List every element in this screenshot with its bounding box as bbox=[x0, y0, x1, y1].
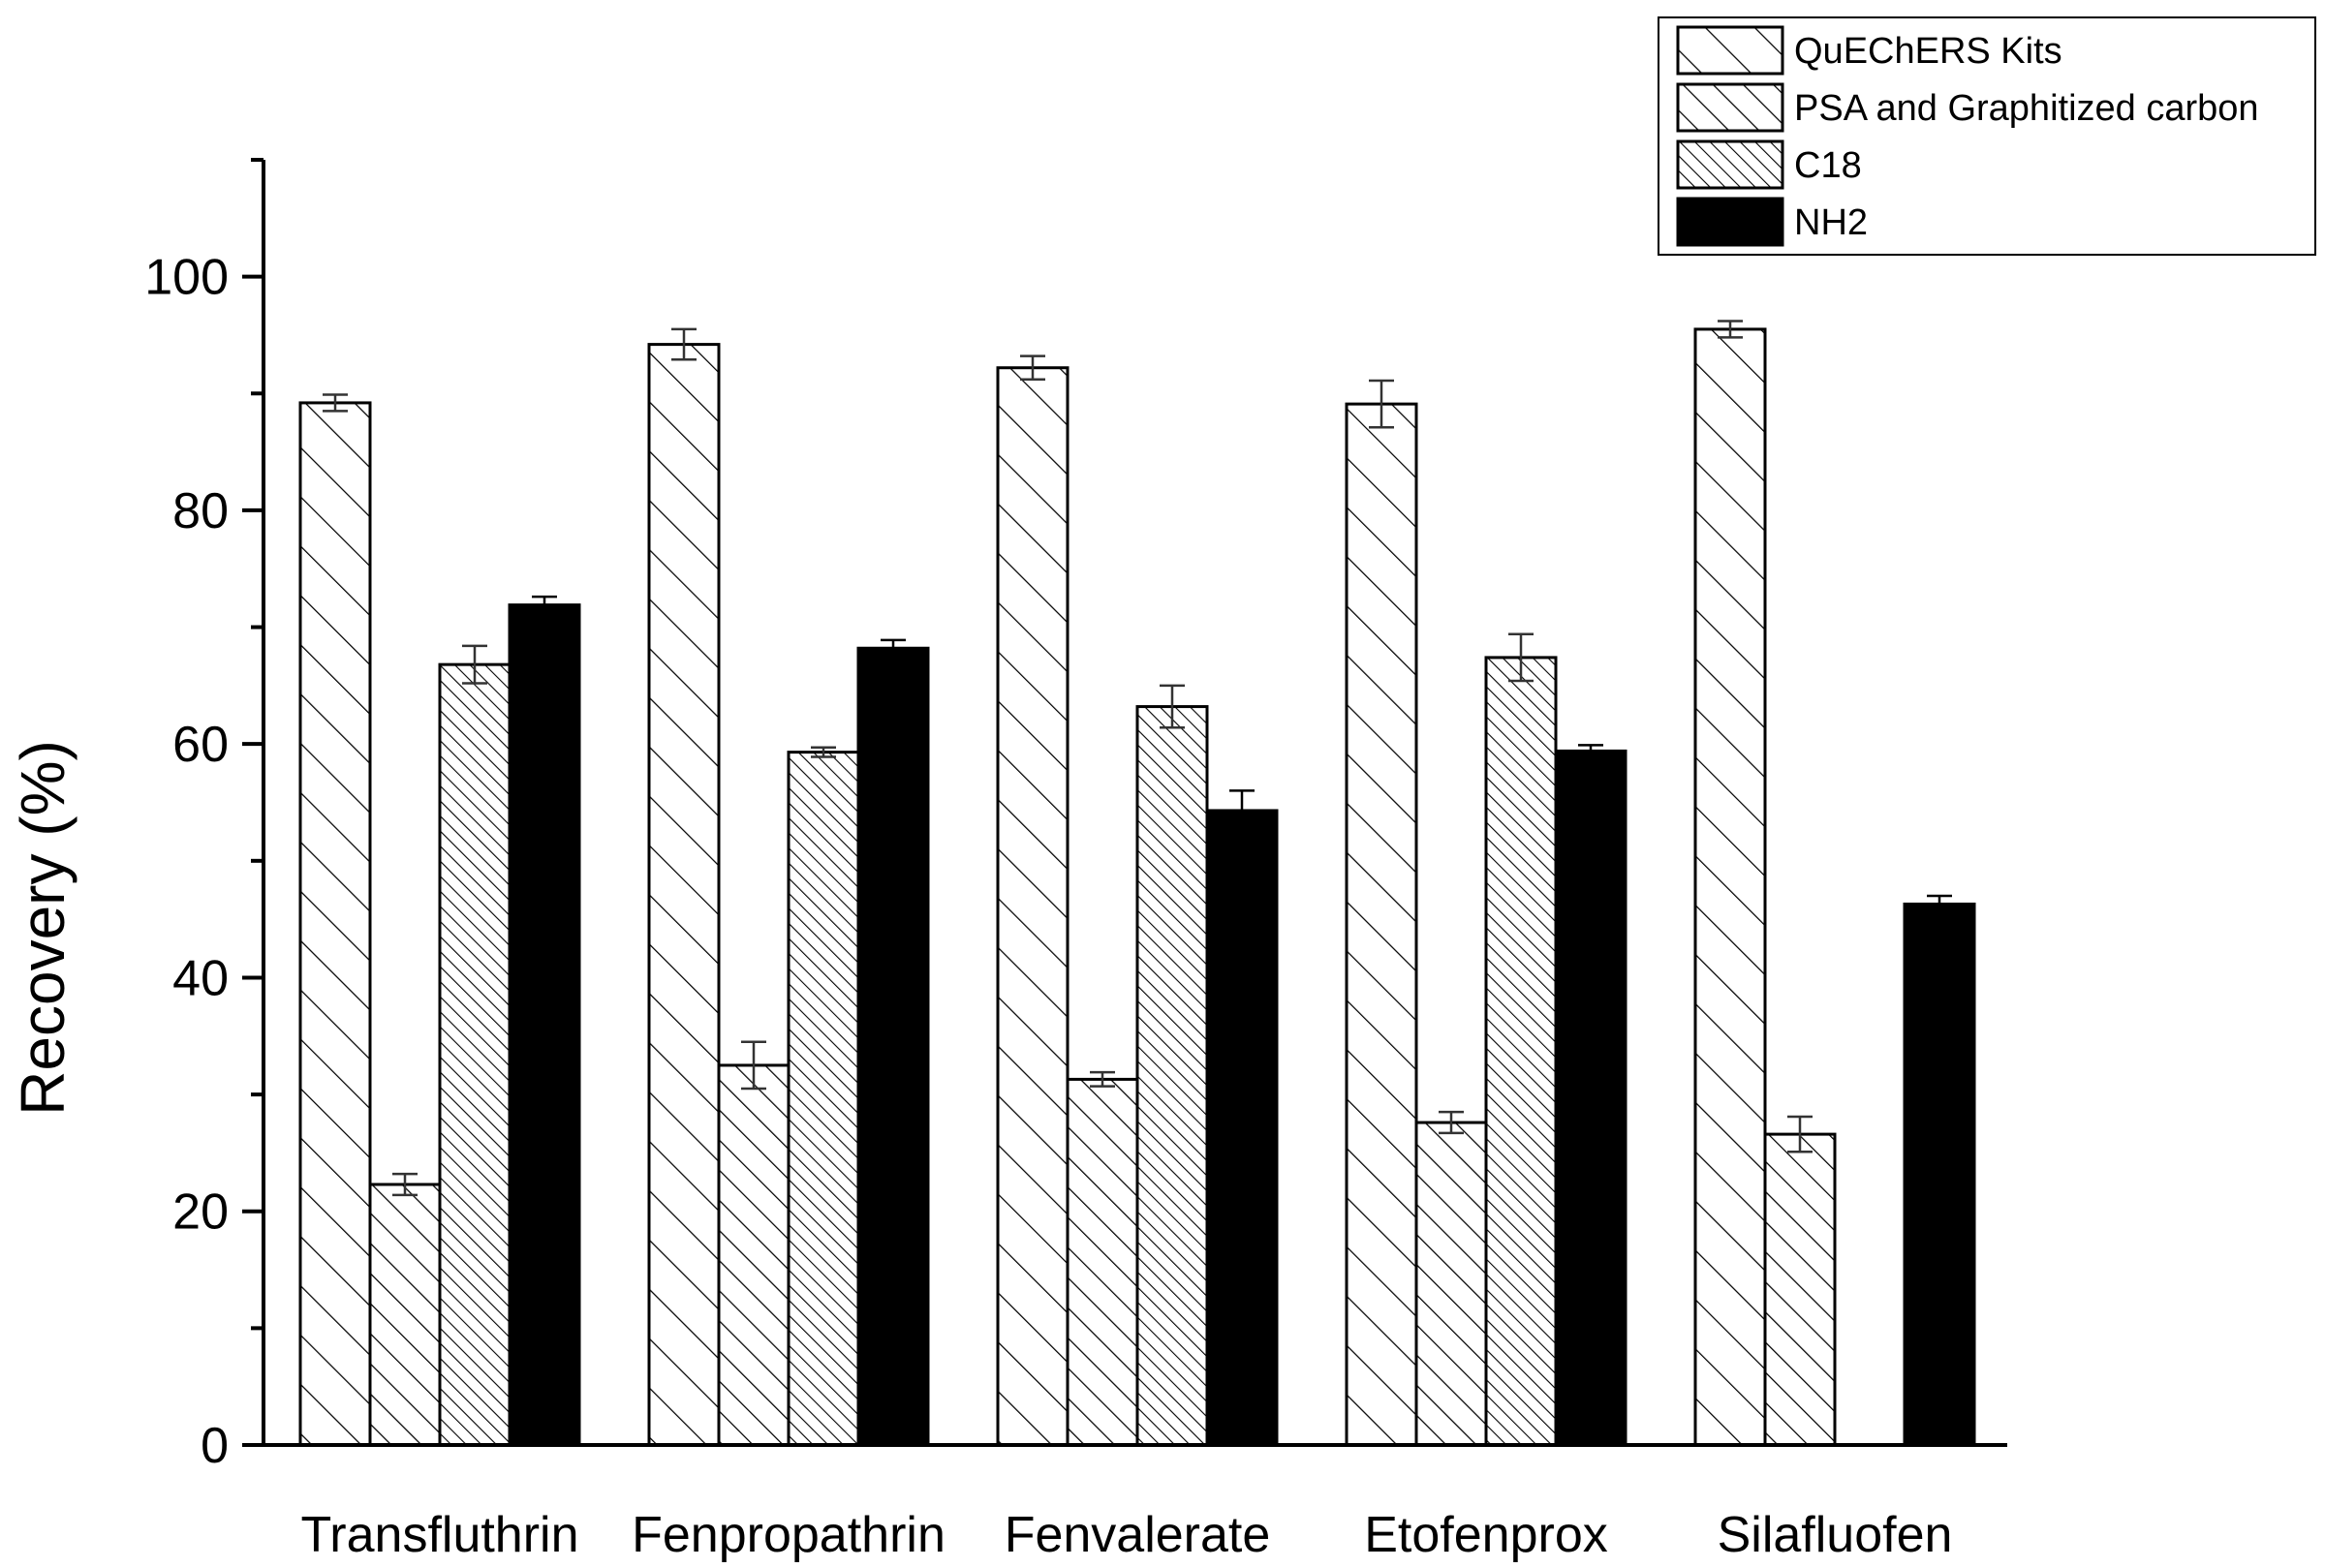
bar-quechers-kits-fenpropathrin bbox=[647, 343, 721, 1447]
error-bar-c18-transfluthrin bbox=[462, 644, 487, 685]
error-bar-psa-and-graphitized-carbon-transfluthrin bbox=[392, 1172, 418, 1197]
x-tick-label: Transfluthrin bbox=[300, 1507, 578, 1563]
error-bar-quechers-kits-etofenprox bbox=[1369, 379, 1394, 429]
y-tick-label: 0 bbox=[201, 1418, 229, 1474]
x-tick-labels-group: Transfluthrin Fenpropathrin Fenvalerate Eto… bbox=[300, 1507, 1952, 1563]
bar-psa-and-graphitized-carbon-etofenprox bbox=[1414, 1121, 1488, 1447]
bar-nh2-fenpropathrin bbox=[856, 646, 930, 1447]
error-bar-quechers-kits-fenpropathrin bbox=[671, 327, 697, 361]
y-tick-label: 80 bbox=[172, 483, 229, 539]
legend-swatch-quechers-kits bbox=[1676, 25, 1784, 76]
x-tick-label: Etofenprox bbox=[1364, 1507, 1608, 1563]
error-bar-psa-and-graphitized-carbon-silafluofen bbox=[1787, 1115, 1813, 1153]
legend-label-quechers-kits: QuEChERS Kits bbox=[1794, 31, 2062, 72]
legend-swatch-psa-and-graphitized-carbon bbox=[1676, 82, 1784, 133]
y-tick-label: 100 bbox=[144, 250, 229, 306]
axes-group: 0 20 40 60 80 100 Transfluthrin Fenpropathrin F… bbox=[144, 158, 2007, 1563]
bar-psa-and-graphitized-carbon-fenvalerate bbox=[1066, 1077, 1139, 1447]
bar-quechers-kits-etofenprox bbox=[1345, 402, 1418, 1447]
legend-label-c18: C18 bbox=[1794, 145, 1862, 186]
y-tick-label: 20 bbox=[172, 1184, 229, 1241]
bar-nh2-transfluthrin bbox=[508, 603, 581, 1447]
error-bar-c18-etofenprox bbox=[1508, 632, 1534, 683]
legend-swatch-nh2 bbox=[1676, 197, 1784, 247]
error-bar-psa-and-graphitized-carbon-fenpropathrin bbox=[741, 1040, 766, 1091]
error-bar-psa-and-graphitized-carbon-fenvalerate bbox=[1090, 1070, 1115, 1088]
bar-psa-and-graphitized-carbon-transfluthrin bbox=[368, 1183, 442, 1447]
bar-nh2-fenvalerate bbox=[1205, 809, 1279, 1447]
bar-quechers-kits-fenvalerate bbox=[996, 366, 1070, 1447]
legend-label-psa-and-graphitized-carbon: PSA and Graphitized carbon bbox=[1794, 88, 2259, 129]
y-axis-title: Recovery (%) bbox=[8, 740, 78, 1116]
bar-psa-and-graphitized-carbon-silafluofen bbox=[1763, 1132, 1837, 1447]
x-tick-label: Silafluofen bbox=[1718, 1507, 1953, 1563]
legend: QuEChERS Kits PSA and Graphitized carbon C… bbox=[1658, 16, 2316, 256]
error-bar-nh2-fenpropathrin bbox=[881, 638, 906, 658]
bar-c18-fenvalerate bbox=[1135, 705, 1209, 1447]
x-tick-label: Fenpropathrin bbox=[632, 1507, 946, 1563]
bar-quechers-kits-transfluthrin bbox=[298, 401, 372, 1447]
error-bar-psa-and-graphitized-carbon-etofenprox bbox=[1439, 1110, 1464, 1135]
error-bars-group bbox=[323, 320, 1952, 1197]
bar-c18-transfluthrin bbox=[438, 662, 512, 1447]
error-bar-c18-fenvalerate bbox=[1160, 684, 1185, 729]
bar-c18-fenpropathrin bbox=[787, 751, 860, 1447]
error-bar-nh2-etofenprox bbox=[1578, 744, 1603, 758]
y-ticks-group: 0 20 40 60 80 100 bbox=[144, 158, 264, 1474]
error-bar-quechers-kits-fenvalerate bbox=[1020, 354, 1045, 382]
y-tick-label: 60 bbox=[172, 717, 229, 773]
bar-quechers-kits-silafluofen bbox=[1693, 327, 1767, 1447]
bar-nh2-silafluofen bbox=[1903, 902, 1976, 1447]
error-bar-nh2-transfluthrin bbox=[532, 595, 557, 615]
error-bar-nh2-silafluofen bbox=[1927, 894, 1952, 914]
error-bar-quechers-kits-transfluthrin bbox=[323, 393, 348, 413]
bars-group bbox=[298, 327, 1976, 1447]
bar-nh2-etofenprox bbox=[1554, 749, 1628, 1447]
error-bar-quechers-kits-silafluofen bbox=[1718, 320, 1743, 339]
legend-label-nh2: NH2 bbox=[1794, 202, 1868, 243]
error-bar-nh2-fenvalerate bbox=[1229, 789, 1255, 832]
y-tick-label: 40 bbox=[172, 950, 229, 1006]
x-tick-label: Fenvalerate bbox=[1005, 1507, 1271, 1563]
bar-c18-etofenprox bbox=[1484, 656, 1558, 1447]
bar-psa-and-graphitized-carbon-fenpropathrin bbox=[717, 1063, 790, 1447]
error-bar-c18-fenpropathrin bbox=[811, 746, 836, 758]
legend-swatch-c18 bbox=[1676, 139, 1784, 190]
